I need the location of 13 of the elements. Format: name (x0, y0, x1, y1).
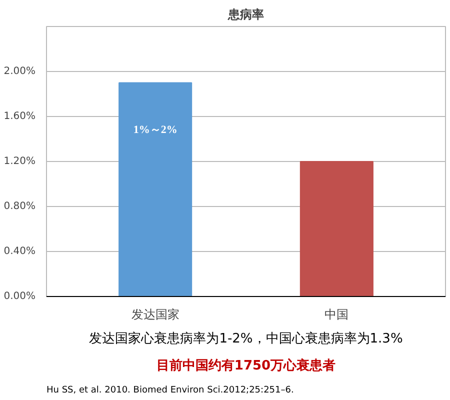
x-tick-label: 中国 (324, 308, 349, 322)
y-tick-label: 0.40% (4, 246, 36, 257)
x-tick-label: 发达国家 (131, 308, 180, 322)
y-tick-label: 0.80% (4, 201, 36, 212)
data-label: 1%～2% (133, 124, 178, 136)
y-tick-label: 1.20% (4, 156, 36, 167)
y-tick-label: 1.60% (4, 111, 36, 122)
text: 目前中国约有1750万心衰患者 (156, 358, 336, 374)
y-tick-label: 2.00% (4, 66, 36, 77)
y-tick-label: 0.00% (4, 291, 36, 302)
text: Hu SS, et al. 2010. Biomed Environ Sci.2012;25:251–6. (46, 386, 294, 396)
chart-title: 患病率 (227, 8, 264, 22)
text: 发达国家心衰患病率为1-2%，中国心衰患病率为1.3% (89, 330, 403, 346)
